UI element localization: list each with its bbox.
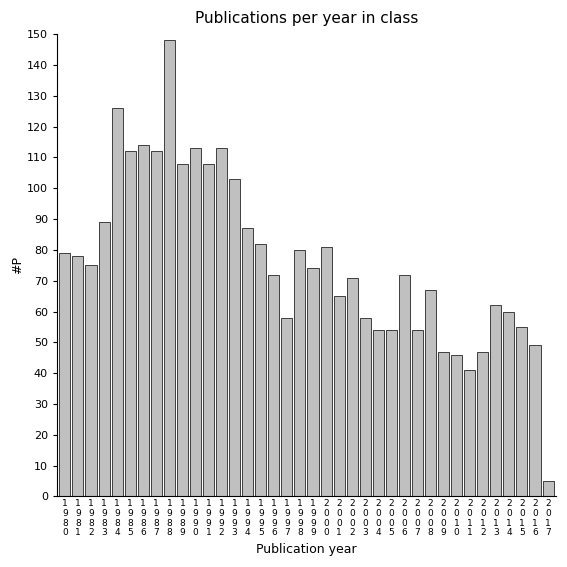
Bar (73, 256, 83, 497)
Bar (543, 481, 553, 497)
Bar (503, 311, 514, 497)
Bar (346, 278, 358, 497)
Bar (151, 151, 162, 497)
Bar (464, 370, 475, 497)
Bar (477, 352, 488, 497)
Bar (229, 179, 240, 497)
Bar (60, 253, 70, 497)
Bar (359, 318, 371, 497)
Bar (530, 345, 540, 497)
Bar (216, 148, 227, 497)
Bar (242, 229, 253, 497)
Bar (138, 145, 149, 497)
Bar (294, 250, 306, 497)
Bar (517, 327, 527, 497)
Bar (190, 148, 201, 497)
Bar (268, 274, 280, 497)
Bar (333, 296, 345, 497)
Bar (451, 355, 462, 497)
Bar (86, 265, 96, 497)
Bar (125, 151, 136, 497)
Y-axis label: #P: #P (11, 256, 24, 274)
Bar (307, 268, 319, 497)
X-axis label: Publication year: Publication year (256, 543, 357, 556)
Bar (412, 330, 423, 497)
Bar (99, 222, 109, 497)
Bar (373, 330, 384, 497)
Title: Publications per year in class: Publications per year in class (195, 11, 418, 26)
Bar (399, 274, 410, 497)
Bar (425, 290, 436, 497)
Bar (164, 40, 175, 497)
Bar (112, 108, 122, 497)
Bar (320, 247, 332, 497)
Bar (490, 306, 501, 497)
Bar (177, 164, 188, 497)
Bar (203, 164, 214, 497)
Bar (386, 330, 397, 497)
Bar (255, 244, 266, 497)
Bar (281, 318, 293, 497)
Bar (438, 352, 449, 497)
